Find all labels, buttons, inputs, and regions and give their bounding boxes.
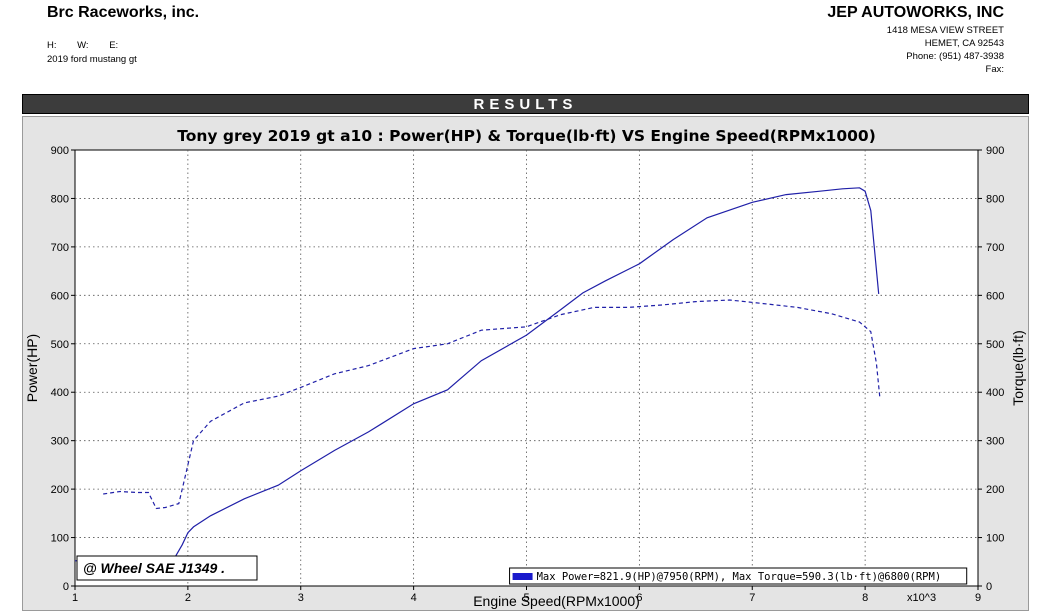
y-tick-label-right: 400 — [986, 387, 1004, 399]
legend-text: Max Power=821.9(HP)@7950(RPM), Max Torqu… — [537, 571, 942, 583]
vehicle-description: 2019 ford mustang gt — [47, 54, 137, 65]
legend-box — [509, 567, 968, 585]
x-tick-label: 2 — [185, 592, 191, 604]
x-tick-label: 4 — [411, 592, 417, 604]
company-address: 1418 MESA VIEW STREET HEMET, CA 92543 Ph… — [887, 24, 1004, 76]
y-tick-label-left: 500 — [51, 339, 69, 351]
x-tick-label: 6 — [636, 592, 642, 604]
e-label: E: — [109, 40, 119, 51]
y-tick-label-left: 600 — [51, 290, 69, 302]
x-tick-label: 1 — [72, 592, 78, 604]
plot-area — [74, 149, 979, 587]
hwe-fields: H: W: E: — [47, 39, 136, 52]
power-curve — [74, 187, 880, 562]
y-tick-label-right: 300 — [986, 436, 1004, 448]
chart-panel: 0 0 100 100 200 200 300 300 400 400 500 500 600 600 70… — [22, 116, 1029, 611]
legend: Max Power=821.9(HP)@7950(RPM), Max Torqu… — [509, 567, 968, 585]
y-tick-label-right: 0 — [986, 581, 992, 593]
torque-curve — [103, 299, 881, 510]
y-tick-label-left: 700 — [51, 242, 69, 254]
x-tick-label: 9 — [975, 592, 981, 604]
y-tick-label-left: 0 — [63, 581, 69, 593]
y-axis-right-label: Torque(lb·ft) — [1010, 330, 1026, 405]
series-layer — [74, 187, 881, 562]
address-fax: Fax: — [985, 64, 1004, 75]
y-tick-label-left: 200 — [51, 484, 69, 496]
y-tick-label-right: 700 — [986, 242, 1004, 254]
x-tick-label: 3 — [298, 592, 304, 604]
x-axis-multiplier: x10^3 — [907, 592, 936, 604]
y-tick-label-right: 900 — [986, 145, 1004, 157]
chart-title: Tony grey 2019 gt a10 : Power(HP) & Torq… — [177, 127, 876, 145]
y-tick-label-right: 500 — [986, 339, 1004, 351]
annotation-text: @ Wheel SAE J1349 . — [83, 560, 225, 576]
x-tick-label: 5 — [523, 592, 529, 604]
address-city: HEMET, CA 92543 — [924, 38, 1004, 49]
legend-swatch — [512, 573, 533, 580]
y-tick-label-left: 100 — [51, 533, 69, 545]
annotation-box — [76, 555, 258, 581]
address-phone: Phone: (951) 487-3938 — [906, 51, 1004, 62]
y-tick-label-left: 400 — [51, 387, 69, 399]
right-company-name: JEP AUTOWORKS, INC — [827, 4, 1004, 21]
x-axis-label: Engine Speed(RPMx1000) — [473, 593, 640, 609]
left-company-name: Brc Raceworks, inc. — [47, 4, 200, 21]
grid-lines — [75, 150, 978, 586]
address-street: 1418 MESA VIEW STREET — [886, 25, 1004, 36]
y-tick-label-right: 200 — [986, 484, 1004, 496]
results-bar: RESULTS — [22, 94, 1029, 114]
dyno-chart: 0 0 100 100 200 200 300 300 400 400 500 500 600 600 70… — [24, 127, 1026, 609]
axis-ticks: 0 0 100 100 200 200 300 300 400 400 500 500 600 600 70… — [51, 145, 1005, 604]
y-tick-label-right: 600 — [986, 290, 1004, 302]
height-label: H: — [47, 40, 57, 51]
y-tick-label-right: 800 — [986, 193, 1004, 205]
y-tick-label-left: 800 — [51, 193, 69, 205]
x-tick-label: 7 — [749, 592, 755, 604]
y-tick-label-left: 300 — [51, 436, 69, 448]
y-axis-left-label: Power(HP) — [24, 334, 40, 402]
y-tick-label-left: 900 — [51, 145, 69, 157]
y-tick-label-right: 100 — [986, 533, 1004, 545]
x-tick-label: 8 — [862, 592, 868, 604]
wheel-annotation: @ Wheel SAE J1349 . — [76, 555, 258, 581]
width-label: W: — [77, 40, 89, 51]
